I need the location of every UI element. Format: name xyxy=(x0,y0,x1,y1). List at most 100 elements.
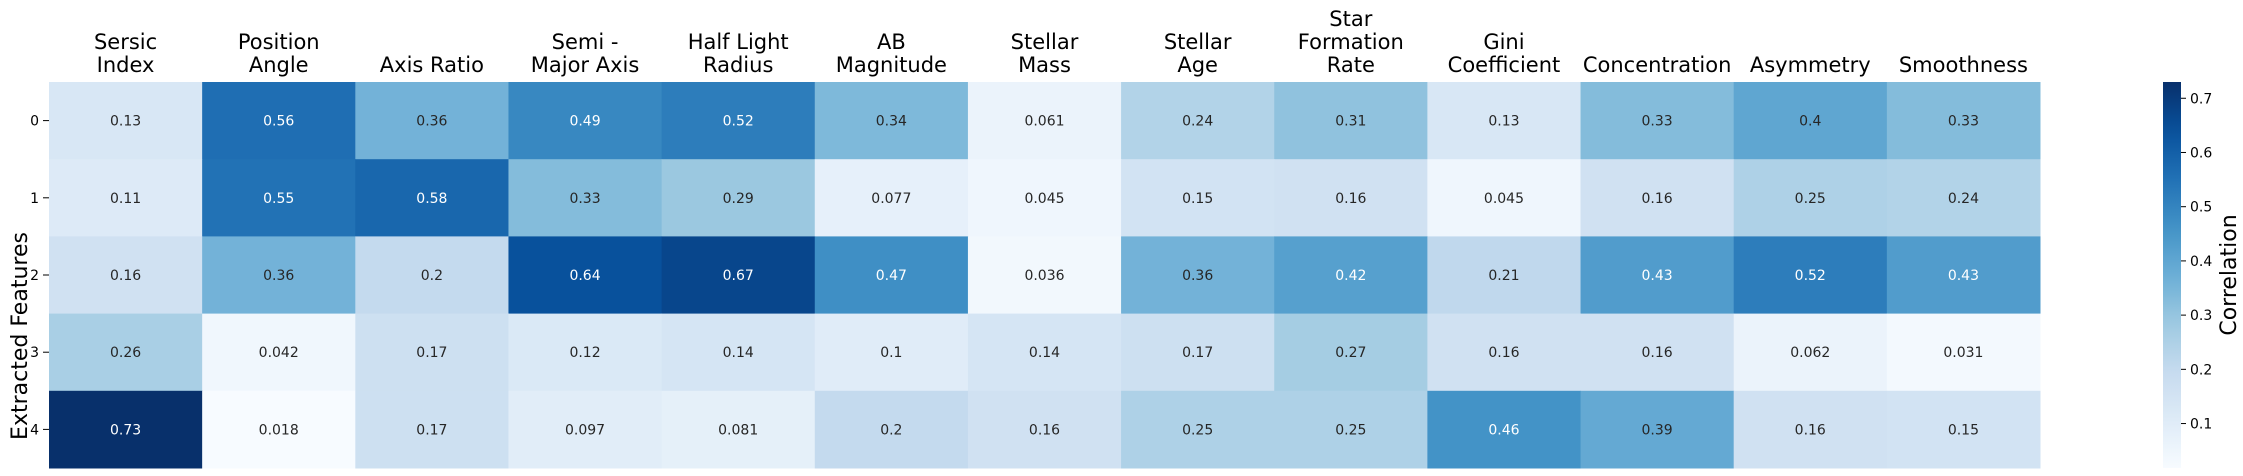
cell-value-label: 0.21 xyxy=(1488,268,1519,284)
column-label: Smoothness xyxy=(1899,53,2028,77)
heatmap-cell xyxy=(1121,82,1275,160)
heatmap-cell xyxy=(967,390,1122,469)
heatmap-cell xyxy=(1274,313,1428,392)
heatmap-cell xyxy=(508,159,663,237)
column-label: Asymmetry xyxy=(1750,53,1871,77)
cell-value-label: 0.16 xyxy=(1642,345,1673,361)
column-label: Sersic Index xyxy=(94,30,157,77)
cell-value-label: 0.33 xyxy=(1642,114,1673,130)
heatmap-cell xyxy=(661,313,816,392)
cell-value-label: 0.42 xyxy=(1335,268,1366,284)
cell-value-label: 0.36 xyxy=(1182,268,1213,284)
heatmap-cell xyxy=(508,390,663,469)
heatmap-cell-labels: 0.13 0.56 0.36 0.49 0.52 0.34 0.061 0.24 0.31 0.1… xyxy=(110,114,1983,439)
heatmap-cell xyxy=(202,313,356,392)
heatmap-cell xyxy=(1733,313,1888,392)
cell-value-label: 0.73 xyxy=(110,422,141,438)
heatmap-cell xyxy=(49,159,203,237)
cell-value-label: 0.67 xyxy=(723,268,754,284)
cell-value-label: 0.16 xyxy=(110,268,141,284)
cell-value-label: 0.097 xyxy=(565,422,605,438)
heatmap-cell xyxy=(1733,236,1888,315)
heatmap-cells xyxy=(49,82,2041,469)
cell-value-label: 0.061 xyxy=(1024,114,1064,130)
row-label: 4 xyxy=(30,422,39,438)
cell-value-label: 0.16 xyxy=(1642,191,1673,207)
cell-value-label: 0.045 xyxy=(1024,191,1064,207)
colorbar-tick-label: 0.2 xyxy=(2190,362,2212,378)
cell-value-label: 0.14 xyxy=(1029,345,1060,361)
cell-value-label: 0.15 xyxy=(1182,191,1213,207)
column-label: Gini Coefficient xyxy=(1448,30,1561,77)
heatmap-cell xyxy=(661,236,816,315)
heatmap-cell xyxy=(508,313,663,392)
cell-value-label: 0.43 xyxy=(1948,268,1979,284)
cell-value-label: 0.062 xyxy=(1790,345,1830,361)
heatmap-cell xyxy=(1274,236,1428,315)
heatmap-cell xyxy=(1733,390,1888,469)
heatmap-cell xyxy=(1427,236,1582,315)
column-label: Half Light Radius xyxy=(688,30,789,77)
cell-value-label: 0.042 xyxy=(259,345,299,361)
heatmap-cell xyxy=(1580,390,1735,469)
cell-value-label: 0.46 xyxy=(1488,422,1519,438)
heatmap-cell xyxy=(355,313,509,392)
heatmap-cell xyxy=(1274,390,1428,469)
heatmap-cell xyxy=(1886,236,2041,315)
heatmap-cell xyxy=(202,236,356,315)
heatmap-cell xyxy=(1121,313,1275,392)
heatmap-cell xyxy=(661,159,816,237)
column-label: Semi -Major Axis xyxy=(531,30,640,77)
heatmap-cell xyxy=(49,313,203,392)
colorbar-tick-label: 0.1 xyxy=(2190,417,2212,433)
y-axis-title: Extracted Features xyxy=(8,232,33,440)
heatmap-cell xyxy=(661,390,816,469)
cell-value-label: 0.13 xyxy=(1488,114,1519,130)
heatmap-cell xyxy=(814,82,969,160)
row-label: 3 xyxy=(30,345,39,361)
colorbar-ticks: 0.1 0.2 0.3 0.4 0.5 0.6 0.7 xyxy=(2181,91,2212,433)
heatmap-cell xyxy=(661,82,816,160)
heatmap-cell xyxy=(1580,159,1735,237)
cell-value-label: 0.17 xyxy=(416,422,447,438)
cell-value-label: 0.29 xyxy=(723,191,754,207)
cell-value-label: 0.4 xyxy=(1799,114,1821,130)
cell-value-label: 0.17 xyxy=(1182,345,1213,361)
cell-value-label: 0.1 xyxy=(880,345,902,361)
heatmap-cell xyxy=(49,390,203,469)
colorbar-tick-label: 0.6 xyxy=(2190,145,2212,161)
row-label: 1 xyxy=(30,191,39,207)
heatmap-cell xyxy=(355,159,509,237)
cell-value-label: 0.33 xyxy=(569,191,600,207)
cell-value-label: 0.47 xyxy=(876,268,907,284)
column-label: Star Formation Rate xyxy=(1298,7,1404,77)
heatmap-cell xyxy=(1580,82,1735,160)
cell-value-label: 0.27 xyxy=(1335,345,1366,361)
cell-value-label: 0.58 xyxy=(416,191,447,207)
cell-value-label: 0.13 xyxy=(110,114,141,130)
heatmap-cell xyxy=(355,82,509,160)
cell-value-label: 0.036 xyxy=(1024,268,1064,284)
cell-value-label: 0.24 xyxy=(1948,191,1979,207)
cell-value-label: 0.39 xyxy=(1642,422,1673,438)
heatmap-cell xyxy=(1427,390,1582,469)
heatmap-cell xyxy=(814,390,969,469)
colorbar-title: Correlation xyxy=(2217,214,2242,335)
heatmap-cell xyxy=(1274,82,1428,160)
cell-value-label: 0.31 xyxy=(1335,114,1366,130)
heatmap-cell xyxy=(1274,159,1428,237)
heatmap-cell xyxy=(508,236,663,315)
cell-value-label: 0.36 xyxy=(263,268,294,284)
cell-value-label: 0.33 xyxy=(1948,114,1979,130)
cell-value-label: 0.12 xyxy=(569,345,600,361)
cell-value-label: 0.018 xyxy=(259,422,299,438)
cell-value-label: 0.17 xyxy=(416,345,447,361)
heatmap-cell xyxy=(1886,159,2041,237)
cell-value-label: 0.36 xyxy=(416,114,447,130)
heatmap-cell xyxy=(1427,159,1582,237)
column-label: Stellar Mass xyxy=(1011,30,1079,77)
colorbar-tick-label: 0.5 xyxy=(2190,200,2212,216)
heatmap-cell xyxy=(355,236,509,315)
cell-value-label: 0.14 xyxy=(723,345,754,361)
